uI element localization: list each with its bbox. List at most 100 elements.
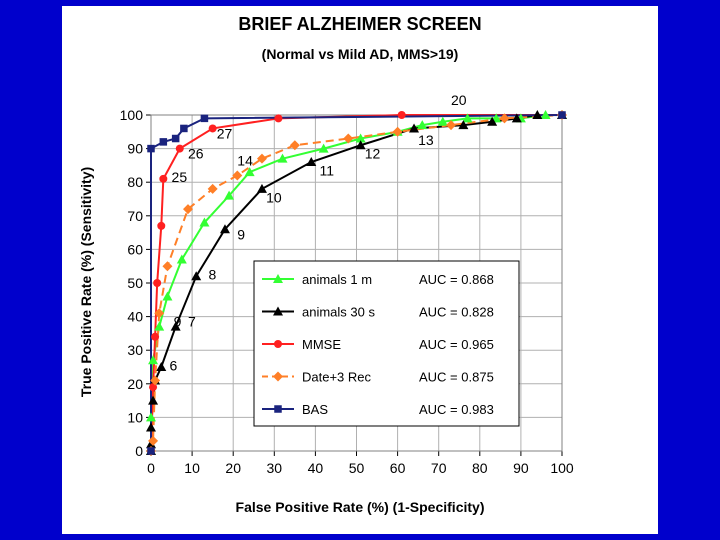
x-tick-label: 70 — [431, 460, 447, 476]
point-annotation: 13 — [418, 132, 434, 148]
chart-title: BRIEF ALZHEIMER SCREEN — [238, 14, 481, 34]
triangle-point — [219, 224, 230, 234]
point-annotation: 6 — [169, 357, 177, 373]
circle-point — [274, 340, 282, 348]
circle-point — [397, 111, 406, 119]
square-point — [274, 405, 282, 413]
diamond-point — [256, 153, 267, 164]
diamond-point — [148, 435, 159, 446]
y-tick-label: 60 — [127, 241, 143, 257]
diamond-point — [392, 126, 403, 137]
square-point — [159, 138, 168, 146]
circle-point — [274, 114, 283, 123]
diamond-point — [207, 183, 218, 194]
square-point — [558, 111, 566, 119]
y-tick-label: 90 — [127, 141, 143, 157]
legend-series-name: Date+3 Rec — [302, 370, 372, 385]
square-point — [147, 144, 155, 153]
legend-auc: AUC = 0.828 — [419, 305, 494, 320]
triangle-point — [437, 116, 448, 126]
triangle-point — [146, 412, 156, 422]
y-tick-label: 0 — [135, 443, 143, 459]
y-axis-title: True Positive Rate (%) (Sensitivity) — [78, 167, 94, 397]
point-annotation: 7 — [188, 314, 196, 330]
y-tick-label: 70 — [127, 208, 143, 224]
y-tick-label: 50 — [127, 275, 143, 291]
triangle-point — [306, 157, 317, 167]
legend-series-name: MMSE — [302, 337, 341, 352]
x-tick-label: 100 — [550, 460, 574, 476]
point-annotation: 9 — [174, 314, 182, 330]
x-axis-title: False Positive Rate (%) (1-Specificity) — [236, 499, 485, 515]
point-annotation: 11 — [320, 162, 335, 178]
x-tick-label: 0 — [147, 460, 155, 476]
y-tick-label: 80 — [127, 174, 143, 190]
legend-auc: AUC = 0.875 — [419, 370, 494, 385]
triangle-point — [170, 321, 181, 331]
diamond-point — [273, 371, 283, 382]
x-tick-label: 90 — [513, 460, 529, 476]
legend-auc: AUC = 0.965 — [419, 337, 494, 352]
triangle-point — [176, 254, 187, 264]
triangle-point — [417, 120, 428, 130]
legend-series-name: BAS — [302, 402, 328, 417]
point-annotation: 27 — [217, 126, 233, 142]
triangle-point — [532, 110, 543, 119]
x-tick-label: 60 — [390, 460, 406, 476]
triangle-point — [355, 133, 366, 143]
diamond-point — [182, 204, 193, 215]
legend-auc: AUC = 0.868 — [419, 272, 494, 287]
diamond-point — [343, 133, 354, 144]
triangle-point — [487, 116, 498, 126]
legend-auc: AUC = 0.983 — [419, 402, 494, 417]
roc-chart: BRIEF ALZHEIMER SCREEN (Normal vs Mild A… — [78, 14, 574, 515]
diamond-point — [162, 261, 173, 272]
triangle-point — [355, 140, 366, 150]
triangle-point — [273, 274, 283, 283]
circle-point — [157, 221, 166, 230]
triangle-point — [146, 422, 156, 432]
y-tick-label: 30 — [127, 342, 143, 358]
triangle-point — [540, 110, 551, 119]
legend-series-name: animals 1 m — [302, 272, 372, 287]
point-annotation: 14 — [237, 152, 253, 168]
triangle-point — [154, 321, 165, 331]
point-annotation: 9 — [237, 226, 245, 242]
circle-point — [159, 174, 168, 183]
slide-panel: BRIEF ALZHEIMER SCREEN (Normal vs Mild A… — [62, 6, 658, 534]
square-point — [200, 114, 209, 123]
diamond-point — [154, 308, 165, 319]
circle-point — [153, 279, 162, 287]
triangle-point — [277, 153, 288, 163]
point-annotation: 26 — [188, 146, 204, 162]
y-tick-label: 100 — [120, 107, 144, 123]
triangle-point — [224, 190, 235, 200]
point-annotation: 10 — [266, 189, 282, 205]
chart-subtitle: (Normal vs Mild AD, MMS>19) — [262, 46, 459, 62]
y-tick-label: 10 — [127, 409, 143, 425]
diamond-point — [150, 375, 161, 386]
triangle-point — [318, 143, 329, 153]
diamond-point — [499, 113, 510, 124]
legend-box — [253, 260, 520, 427]
square-point — [171, 134, 180, 143]
diamond-point — [289, 140, 300, 151]
triangle-point — [273, 306, 283, 316]
circle-point — [175, 144, 184, 153]
diamond-point — [446, 120, 457, 131]
triangle-point — [462, 113, 473, 123]
triangle-point — [244, 167, 255, 177]
x-tick-label: 20 — [225, 460, 241, 476]
x-tick-label: 30 — [267, 460, 283, 476]
x-tick-label: 50 — [349, 460, 365, 476]
triangle-point — [162, 291, 173, 301]
plot-area: 0 10 20 30 40 50 60 70 80 90 100 0 10 20 30 40 50 60 70 80 9… — [120, 92, 574, 476]
square-point — [147, 447, 155, 455]
triangle-point — [511, 113, 522, 123]
triangle-point — [256, 183, 267, 193]
point-annotation: 20 — [451, 92, 467, 108]
triangle-point — [148, 395, 159, 405]
y-tick-label: 40 — [127, 309, 143, 325]
circle-point — [208, 124, 217, 133]
triangle-point — [199, 217, 210, 227]
